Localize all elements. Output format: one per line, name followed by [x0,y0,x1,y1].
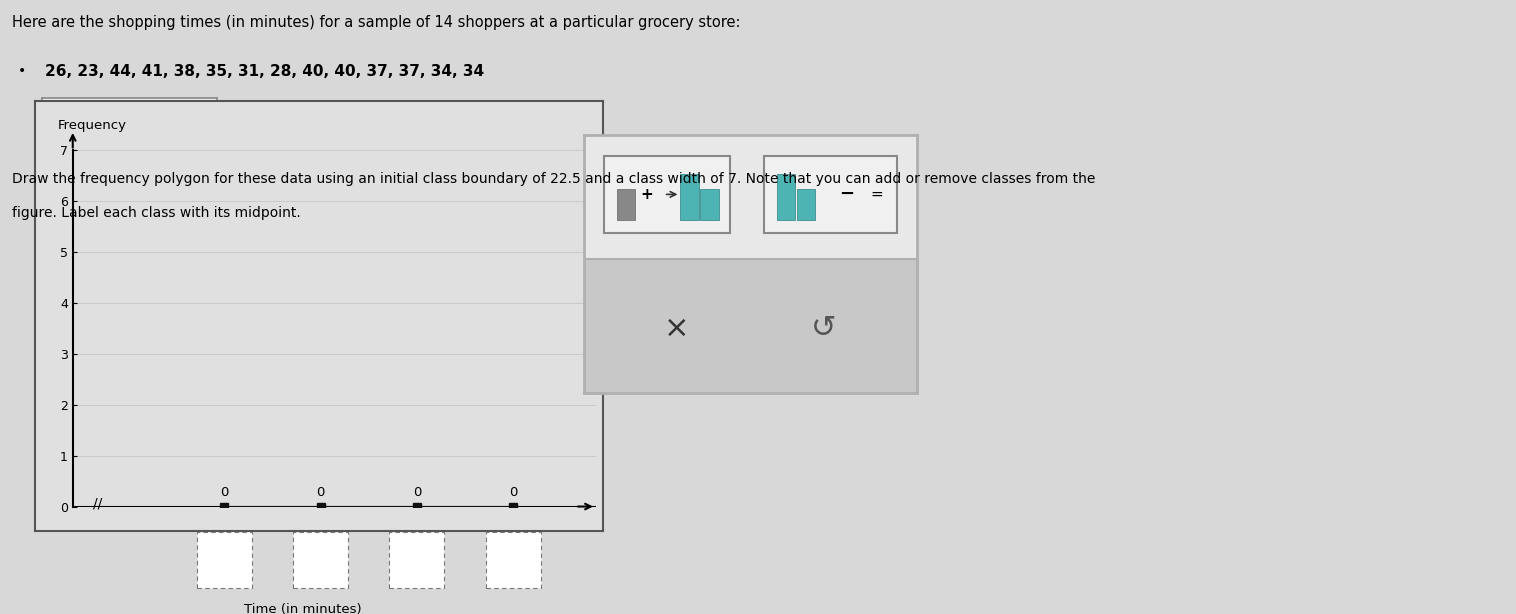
Bar [778,174,796,220]
Text: ×: × [664,314,690,343]
Bar [584,135,917,259]
Text: Draw the frequency polygon for these data using an initial class boundary of 22.: Draw the frequency polygon for these dat… [12,172,1096,186]
Text: 0: 0 [220,486,229,499]
Text: 26, 23, 44, 41, 38, 35, 31, 28, 40, 40, 37, 37, 34, 34: 26, 23, 44, 41, 38, 35, 31, 28, 40, 40, … [45,64,485,79]
Text: figure. Label each class with its midpoint.: figure. Label each class with its midpoi… [12,206,300,220]
Text: Send data to calculator: Send data to calculator [56,112,203,125]
Bar [293,532,349,588]
Text: −: − [840,185,855,203]
Bar [700,189,719,220]
Text: 0: 0 [412,486,421,499]
Text: •: • [18,64,26,79]
Text: Time (in minutes): Time (in minutes) [244,603,362,614]
Text: ↺: ↺ [811,314,837,343]
Text: Frequency: Frequency [58,119,127,131]
Bar [681,174,699,220]
FancyBboxPatch shape [764,156,897,233]
Bar [390,532,444,588]
Bar [584,259,917,393]
Bar [617,189,635,220]
Bar [197,532,252,588]
Text: 0: 0 [317,486,324,499]
Bar [797,189,816,220]
Text: 0: 0 [509,486,517,499]
FancyBboxPatch shape [603,156,731,233]
Bar [485,532,541,588]
Text: =: = [870,187,884,202]
Text: //: // [92,497,102,511]
Text: Here are the shopping times (in minutes) for a sample of 14 shoppers at a partic: Here are the shopping times (in minutes)… [12,15,741,30]
Text: +: + [641,187,653,202]
